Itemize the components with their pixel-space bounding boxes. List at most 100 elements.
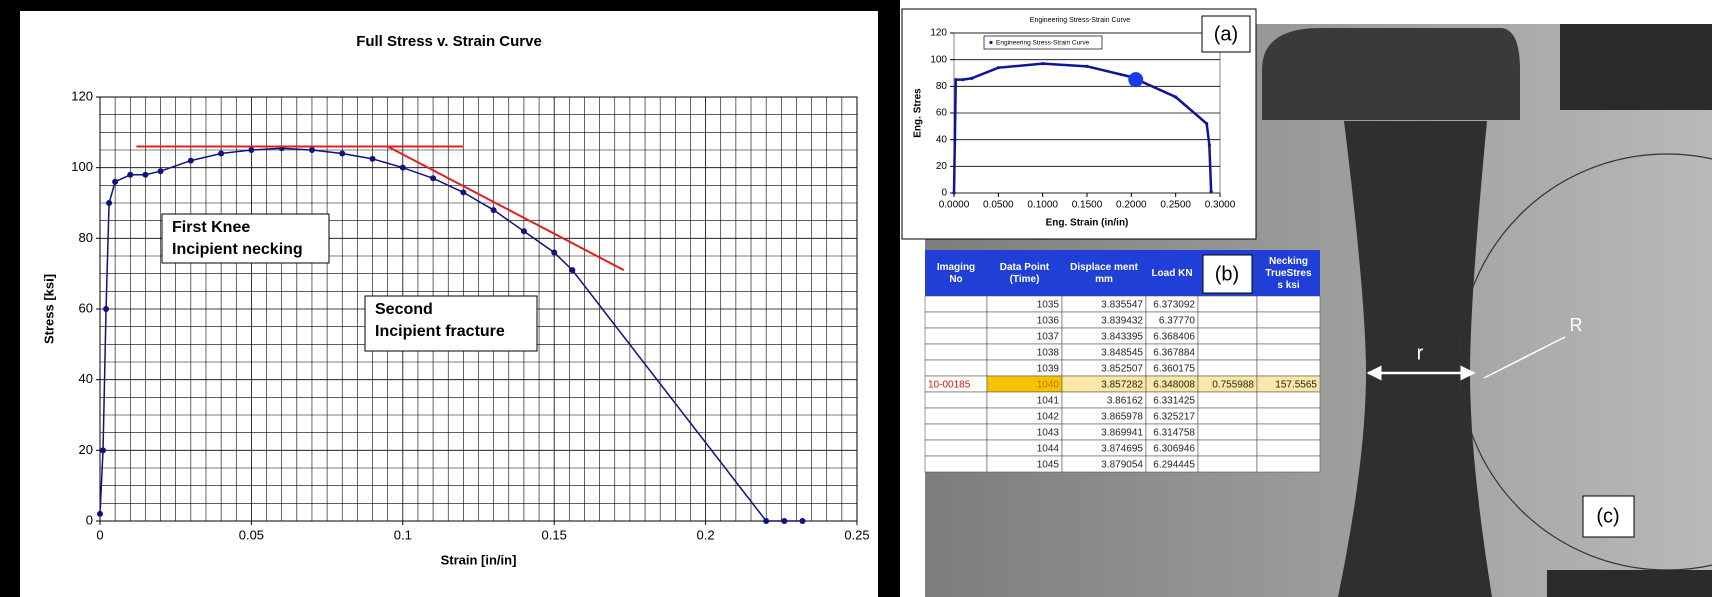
table-cell bbox=[1197, 439, 1258, 457]
table-cell bbox=[1256, 343, 1321, 361]
table-cell bbox=[1197, 343, 1258, 361]
table-cell bbox=[1256, 327, 1321, 345]
x-tick-label: 0.2500 bbox=[1160, 200, 1191, 211]
point bbox=[952, 191, 956, 195]
table-cell bbox=[924, 423, 988, 441]
table-header bbox=[925, 250, 1320, 296]
point bbox=[460, 189, 467, 196]
point bbox=[1207, 143, 1211, 147]
panel-label-box bbox=[1202, 254, 1253, 294]
y-tick-label: 120 bbox=[930, 28, 947, 39]
table-header-cell: Necking TrueStres s ksi bbox=[1265, 256, 1312, 291]
chart-title: Full Stress v. Strain Curve bbox=[356, 33, 542, 50]
legend-marker bbox=[989, 40, 993, 45]
point bbox=[100, 447, 107, 454]
table-cell-text: 3.86162 bbox=[1107, 396, 1144, 407]
table-cell-text: 6.360175 bbox=[1153, 364, 1195, 375]
table-cell bbox=[1256, 311, 1321, 329]
table-cell bbox=[1197, 407, 1258, 425]
table-cell bbox=[924, 391, 988, 409]
x-axis-label: Eng. Strain (in/in) bbox=[1046, 218, 1129, 229]
x-tick-label: 0.1 bbox=[394, 527, 412, 542]
annotation: Incipient necking bbox=[172, 241, 303, 258]
point bbox=[1205, 122, 1209, 126]
y-tick-label: 40 bbox=[936, 134, 948, 145]
point bbox=[1209, 190, 1213, 194]
point bbox=[248, 147, 255, 153]
table-cell bbox=[924, 311, 988, 329]
table-header-cell: Load KN bbox=[1151, 268, 1192, 279]
point bbox=[142, 171, 149, 178]
panel-label: (c) bbox=[1596, 505, 1619, 527]
point bbox=[569, 267, 576, 274]
y-axis-label: Stress [ksi] bbox=[41, 274, 56, 344]
point bbox=[103, 306, 110, 312]
annotation: Second bbox=[375, 301, 433, 318]
table-cell-text: 0.755988 bbox=[1212, 380, 1254, 391]
point bbox=[127, 171, 134, 178]
point bbox=[399, 164, 406, 171]
table-cell bbox=[1256, 407, 1321, 425]
table-cell bbox=[1197, 359, 1258, 377]
point bbox=[953, 138, 957, 142]
point bbox=[520, 228, 527, 235]
y-tick-label: 20 bbox=[79, 442, 93, 457]
panel-label: (b) bbox=[1215, 263, 1239, 285]
table-cell-text: 10-00185 bbox=[928, 380, 971, 391]
annotation: First Knee bbox=[172, 219, 250, 236]
table-cell-text: 6.306946 bbox=[1153, 444, 1195, 455]
point bbox=[954, 78, 958, 82]
table-cell-text: 1045 bbox=[1037, 460, 1060, 471]
table-cell bbox=[924, 439, 988, 457]
table-cell-text: 3.848545 bbox=[1101, 348, 1143, 359]
table-cell-text: 3.869941 bbox=[1101, 428, 1143, 439]
table-cell-text: 6.368406 bbox=[1153, 332, 1195, 343]
table-cell bbox=[1256, 423, 1321, 441]
table-cell-text: 6.325217 bbox=[1153, 412, 1195, 423]
x-tick-label: 0.1000 bbox=[1027, 200, 1058, 211]
table-cell bbox=[1197, 311, 1258, 329]
table-cell bbox=[1197, 327, 1258, 345]
table-cell bbox=[1197, 391, 1258, 409]
table-cell-text: 1044 bbox=[1037, 444, 1060, 455]
x-tick-label: 0.2000 bbox=[1116, 200, 1147, 211]
table-cell-text: 1040 bbox=[1037, 380, 1060, 391]
table-cell-text: 3.865978 bbox=[1101, 412, 1143, 423]
table-cell-text: 1041 bbox=[1037, 396, 1060, 407]
point bbox=[106, 200, 113, 206]
point bbox=[781, 518, 788, 524]
y-tick-label: 80 bbox=[79, 230, 93, 245]
table-cell-text: 1035 bbox=[1037, 300, 1060, 311]
table: Imaging No Data Point (Time) Displace ment mm… bbox=[924, 250, 1321, 473]
table-cell bbox=[924, 343, 988, 361]
table-cell bbox=[924, 407, 988, 425]
point bbox=[763, 518, 770, 524]
point bbox=[1041, 62, 1045, 66]
point bbox=[1085, 64, 1089, 68]
point bbox=[112, 178, 119, 185]
table-cell bbox=[1256, 391, 1321, 409]
table-cell bbox=[1256, 295, 1321, 313]
annotation-box bbox=[364, 295, 538, 352]
table-cell-text: 3.879054 bbox=[1101, 460, 1143, 471]
photo-label: R bbox=[1570, 315, 1583, 335]
point bbox=[218, 150, 225, 157]
point bbox=[1174, 95, 1178, 99]
y-tick-label: 120 bbox=[71, 88, 93, 103]
x-axis-label: Strain [in/in] bbox=[441, 552, 517, 567]
table-header-cell: Data Point (Time) bbox=[1000, 262, 1050, 285]
y-tick-label: 80 bbox=[936, 81, 948, 92]
table-cell-text: 6.331425 bbox=[1153, 396, 1195, 407]
table-cell-text: 6.367884 bbox=[1153, 348, 1195, 359]
table-cell-text: 3.852507 bbox=[1101, 364, 1143, 375]
highlight-point bbox=[1128, 72, 1144, 88]
point bbox=[430, 175, 437, 182]
y-tick-label: 60 bbox=[936, 108, 948, 119]
table-cell-text: 3.874695 bbox=[1101, 444, 1143, 455]
y-tick-label: 100 bbox=[930, 54, 947, 65]
y-tick-label: 100 bbox=[71, 159, 93, 174]
x-tick-label: 0.0000 bbox=[939, 200, 970, 211]
legend-box bbox=[983, 35, 1103, 50]
x-tick-label: 0 bbox=[96, 527, 103, 542]
